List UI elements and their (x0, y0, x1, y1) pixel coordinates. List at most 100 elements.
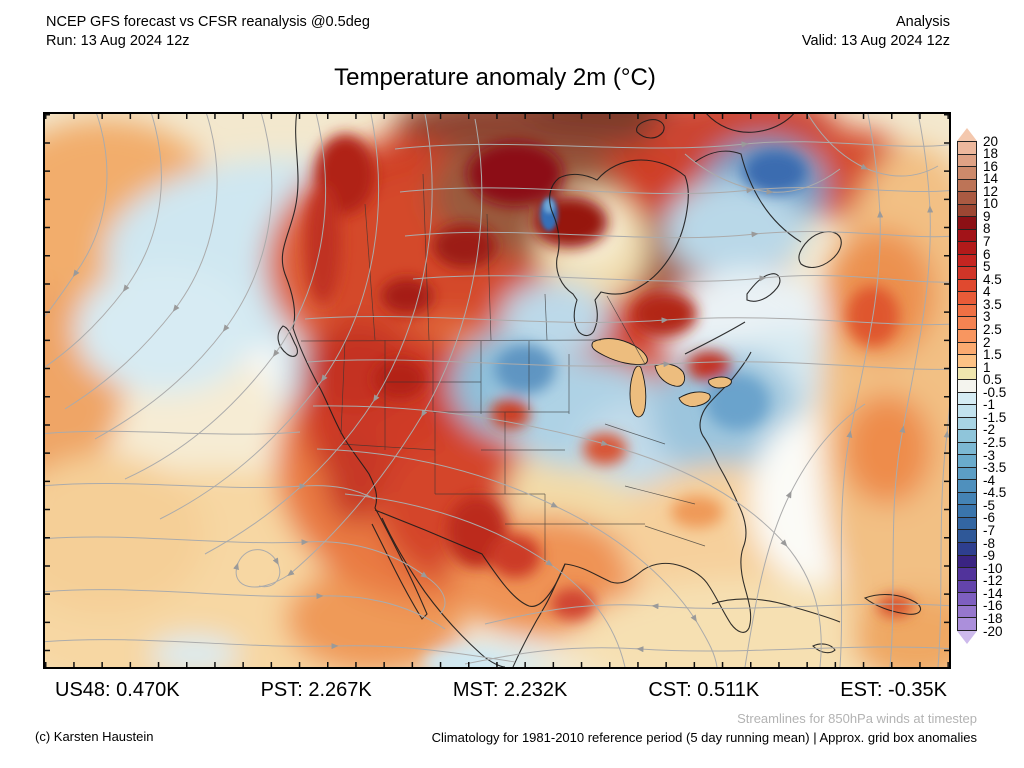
header-right: Analysis Valid: 13 Aug 2024 12z (802, 13, 950, 51)
colorbar-tick-label: -2.5 (983, 435, 1007, 451)
colorbar-tick-label: 8 (983, 221, 991, 237)
colorbar: 20 18 16 14 12 10 9 8 7 6 5 4.5 4 3.5 3 2.5 2 1.5 1 0.5 -0.5… (957, 128, 1023, 644)
colorbar-tick-label: -3 (983, 447, 996, 463)
colorbar-segment (958, 391, 976, 405)
colorbar-tick-label: -4 (983, 472, 996, 488)
colorbar-segment (958, 316, 976, 329)
colorbar-segment (958, 617, 976, 630)
colorbar-segment (958, 303, 976, 317)
colorbar-segment (958, 228, 976, 242)
colorbar-tick-label: 4.5 (983, 271, 1002, 287)
colorbar-segment (958, 554, 976, 568)
streamline-note: Streamlines for 850hPa winds at timestep (737, 711, 977, 726)
colorbar-segment (958, 253, 976, 267)
colorbar-segment (958, 341, 976, 355)
colorbar-segment (958, 354, 976, 367)
colorbar-arrow-top (957, 128, 977, 141)
colorbar-segment (958, 142, 976, 154)
valid-line: Valid: 13 Aug 2024 12z (801, 33, 950, 49)
page-title: Temperature anomaly 2m (°C) (334, 64, 656, 91)
colorbar-tick-label: 9 (983, 208, 991, 224)
colorbar-tick-label: 7 (983, 234, 991, 249)
run-line: Run: 13 Aug 2024 12z (46, 33, 190, 49)
colorbar-tick-label: -3.5 (983, 460, 1007, 476)
stat-est: EST: -0.35K (840, 679, 947, 701)
model-line: NCEP GFS forecast vs CFSR reanalysis @0.… (46, 14, 370, 30)
stat-cst: CST: 0.511K (648, 679, 760, 701)
colorbar-segment (958, 504, 976, 517)
colorbar-tick-label: -1.5 (983, 409, 1007, 425)
copyright-label: (c) Karsten Haustein (35, 729, 154, 744)
colorbar-segment (958, 203, 976, 217)
anomaly-field-cores (305, 134, 913, 667)
colorbar-segment (958, 429, 976, 442)
stats-row: US48: 0.470K PST: 2.267K MST: 2.232K CST: 0… (43, 679, 947, 702)
lake-cold-spot (540, 197, 558, 231)
colorbar-segment (958, 241, 976, 254)
colorbar-tick-label: 3.5 (983, 296, 1002, 312)
stat-pst: PST: 2.267K (260, 679, 372, 701)
colorbar-tick-label: -2 (983, 422, 996, 438)
stat-mst: MST: 2.232K (452, 679, 568, 701)
colorbar-segment (958, 328, 976, 342)
colorbar-tick-label: 20 (983, 133, 999, 149)
stat-us48: US48: 0.470K (55, 679, 180, 701)
colorbar-segment (958, 416, 976, 430)
colorbar-segment (958, 441, 976, 455)
colorbar-segment (958, 278, 976, 292)
colorbar-segment (958, 579, 976, 593)
colorbar-tick-label: -5 (983, 497, 996, 513)
colorbar-tick-label: -10 (983, 560, 1003, 576)
climatology-note: Climatology for 1981-2010 reference peri… (431, 730, 977, 745)
colorbar-segment (958, 567, 976, 580)
colorbar-segment (958, 216, 976, 229)
colorbar-segment (958, 366, 976, 380)
colorbar-tick-label: -16 (983, 598, 1003, 614)
colorbar-tick-label: 4 (983, 284, 991, 300)
colorbar-segment (958, 404, 976, 417)
colorbar-tick-label: 1 (983, 359, 991, 375)
colorbar-segment (958, 454, 976, 467)
colorbar-tick-label: 1.5 (983, 347, 1002, 363)
colorbar-tick-label: -1 (983, 397, 996, 413)
colorbar-tick-label: -14 (983, 585, 1003, 601)
colorbar-tick-label: 0.5 (983, 372, 1002, 388)
colorbar-tick-label: -8 (983, 535, 996, 551)
colorbar-tick-label: 2 (983, 334, 991, 350)
colorbar-tick-label: 5 (983, 259, 991, 275)
colorbar-segment (958, 529, 976, 542)
colorbar-segment (958, 153, 976, 167)
colorbar-tick-label: 14 (983, 171, 999, 187)
colorbar-tick-label: -12 (983, 573, 1003, 589)
mode-label: Analysis (896, 14, 950, 30)
colorbar-tick-label: -20 (983, 623, 1003, 639)
colorbar-segment (958, 178, 976, 192)
anomaly-map (45, 114, 949, 667)
colorbar-arrow-bottom (957, 631, 977, 644)
map-frame (43, 112, 951, 669)
colorbar-tick-label: -7 (983, 522, 996, 538)
colorbar-segment (958, 379, 976, 392)
colorbar-segment (958, 592, 976, 605)
colorbar-segment (958, 191, 976, 204)
colorbar-segment (958, 166, 976, 179)
colorbar-tick-label: 18 (983, 146, 999, 162)
colorbar-segment (958, 516, 976, 530)
colorbar-segment (958, 266, 976, 279)
colorbar-segment (958, 291, 976, 304)
colorbar-tick-label: -6 (983, 510, 996, 526)
colorbar-tick-label: 16 (983, 158, 999, 174)
frame-ticks (45, 114, 949, 667)
colorbar-segment (958, 466, 976, 480)
great-lakes (591, 338, 732, 418)
colorbar-segment (958, 491, 976, 505)
colorbar-tick-label: -0.5 (983, 384, 1007, 400)
colorbar-tick-label: 6 (983, 246, 991, 262)
colorbar-segment (958, 604, 976, 618)
streamlines (45, 114, 949, 667)
colorbar-tick-label: 2.5 (983, 321, 1002, 337)
colorbar-tick-label: -18 (983, 610, 1003, 626)
colorbar-tick-label: -9 (983, 548, 996, 564)
colorbar-segment (958, 542, 976, 555)
